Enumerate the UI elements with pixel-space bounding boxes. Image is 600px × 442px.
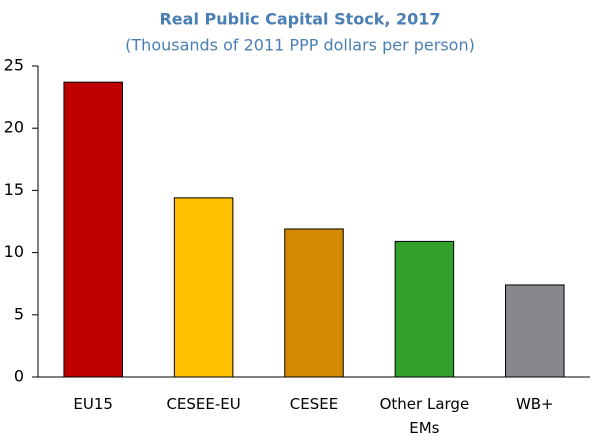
x-tick-label: WB+ — [515, 395, 554, 413]
bar — [394, 240, 455, 378]
y-tick-label: 15 — [4, 180, 24, 199]
x-tick-label: CESEE-EU — [166, 395, 241, 413]
bar — [63, 81, 123, 378]
bar — [284, 228, 344, 378]
x-tick-label: Other Large EMs — [379, 395, 470, 437]
chart-title: Real Public Capital Stock, 2017 — [159, 10, 440, 29]
y-tick-label: 5 — [14, 304, 24, 323]
y-tick-label: 25 — [4, 56, 24, 75]
x-tick-label: EU15 — [73, 395, 113, 413]
chart-subtitle: (Thousands of 2011 PPP dollars per perso… — [125, 36, 475, 55]
bar — [173, 197, 234, 378]
y-tick-label: 10 — [4, 242, 24, 261]
y-tick-label: 20 — [4, 118, 24, 137]
bar — [505, 284, 565, 378]
y-tick-label: 0 — [14, 367, 24, 386]
x-tick-label: CESEE — [289, 395, 339, 413]
